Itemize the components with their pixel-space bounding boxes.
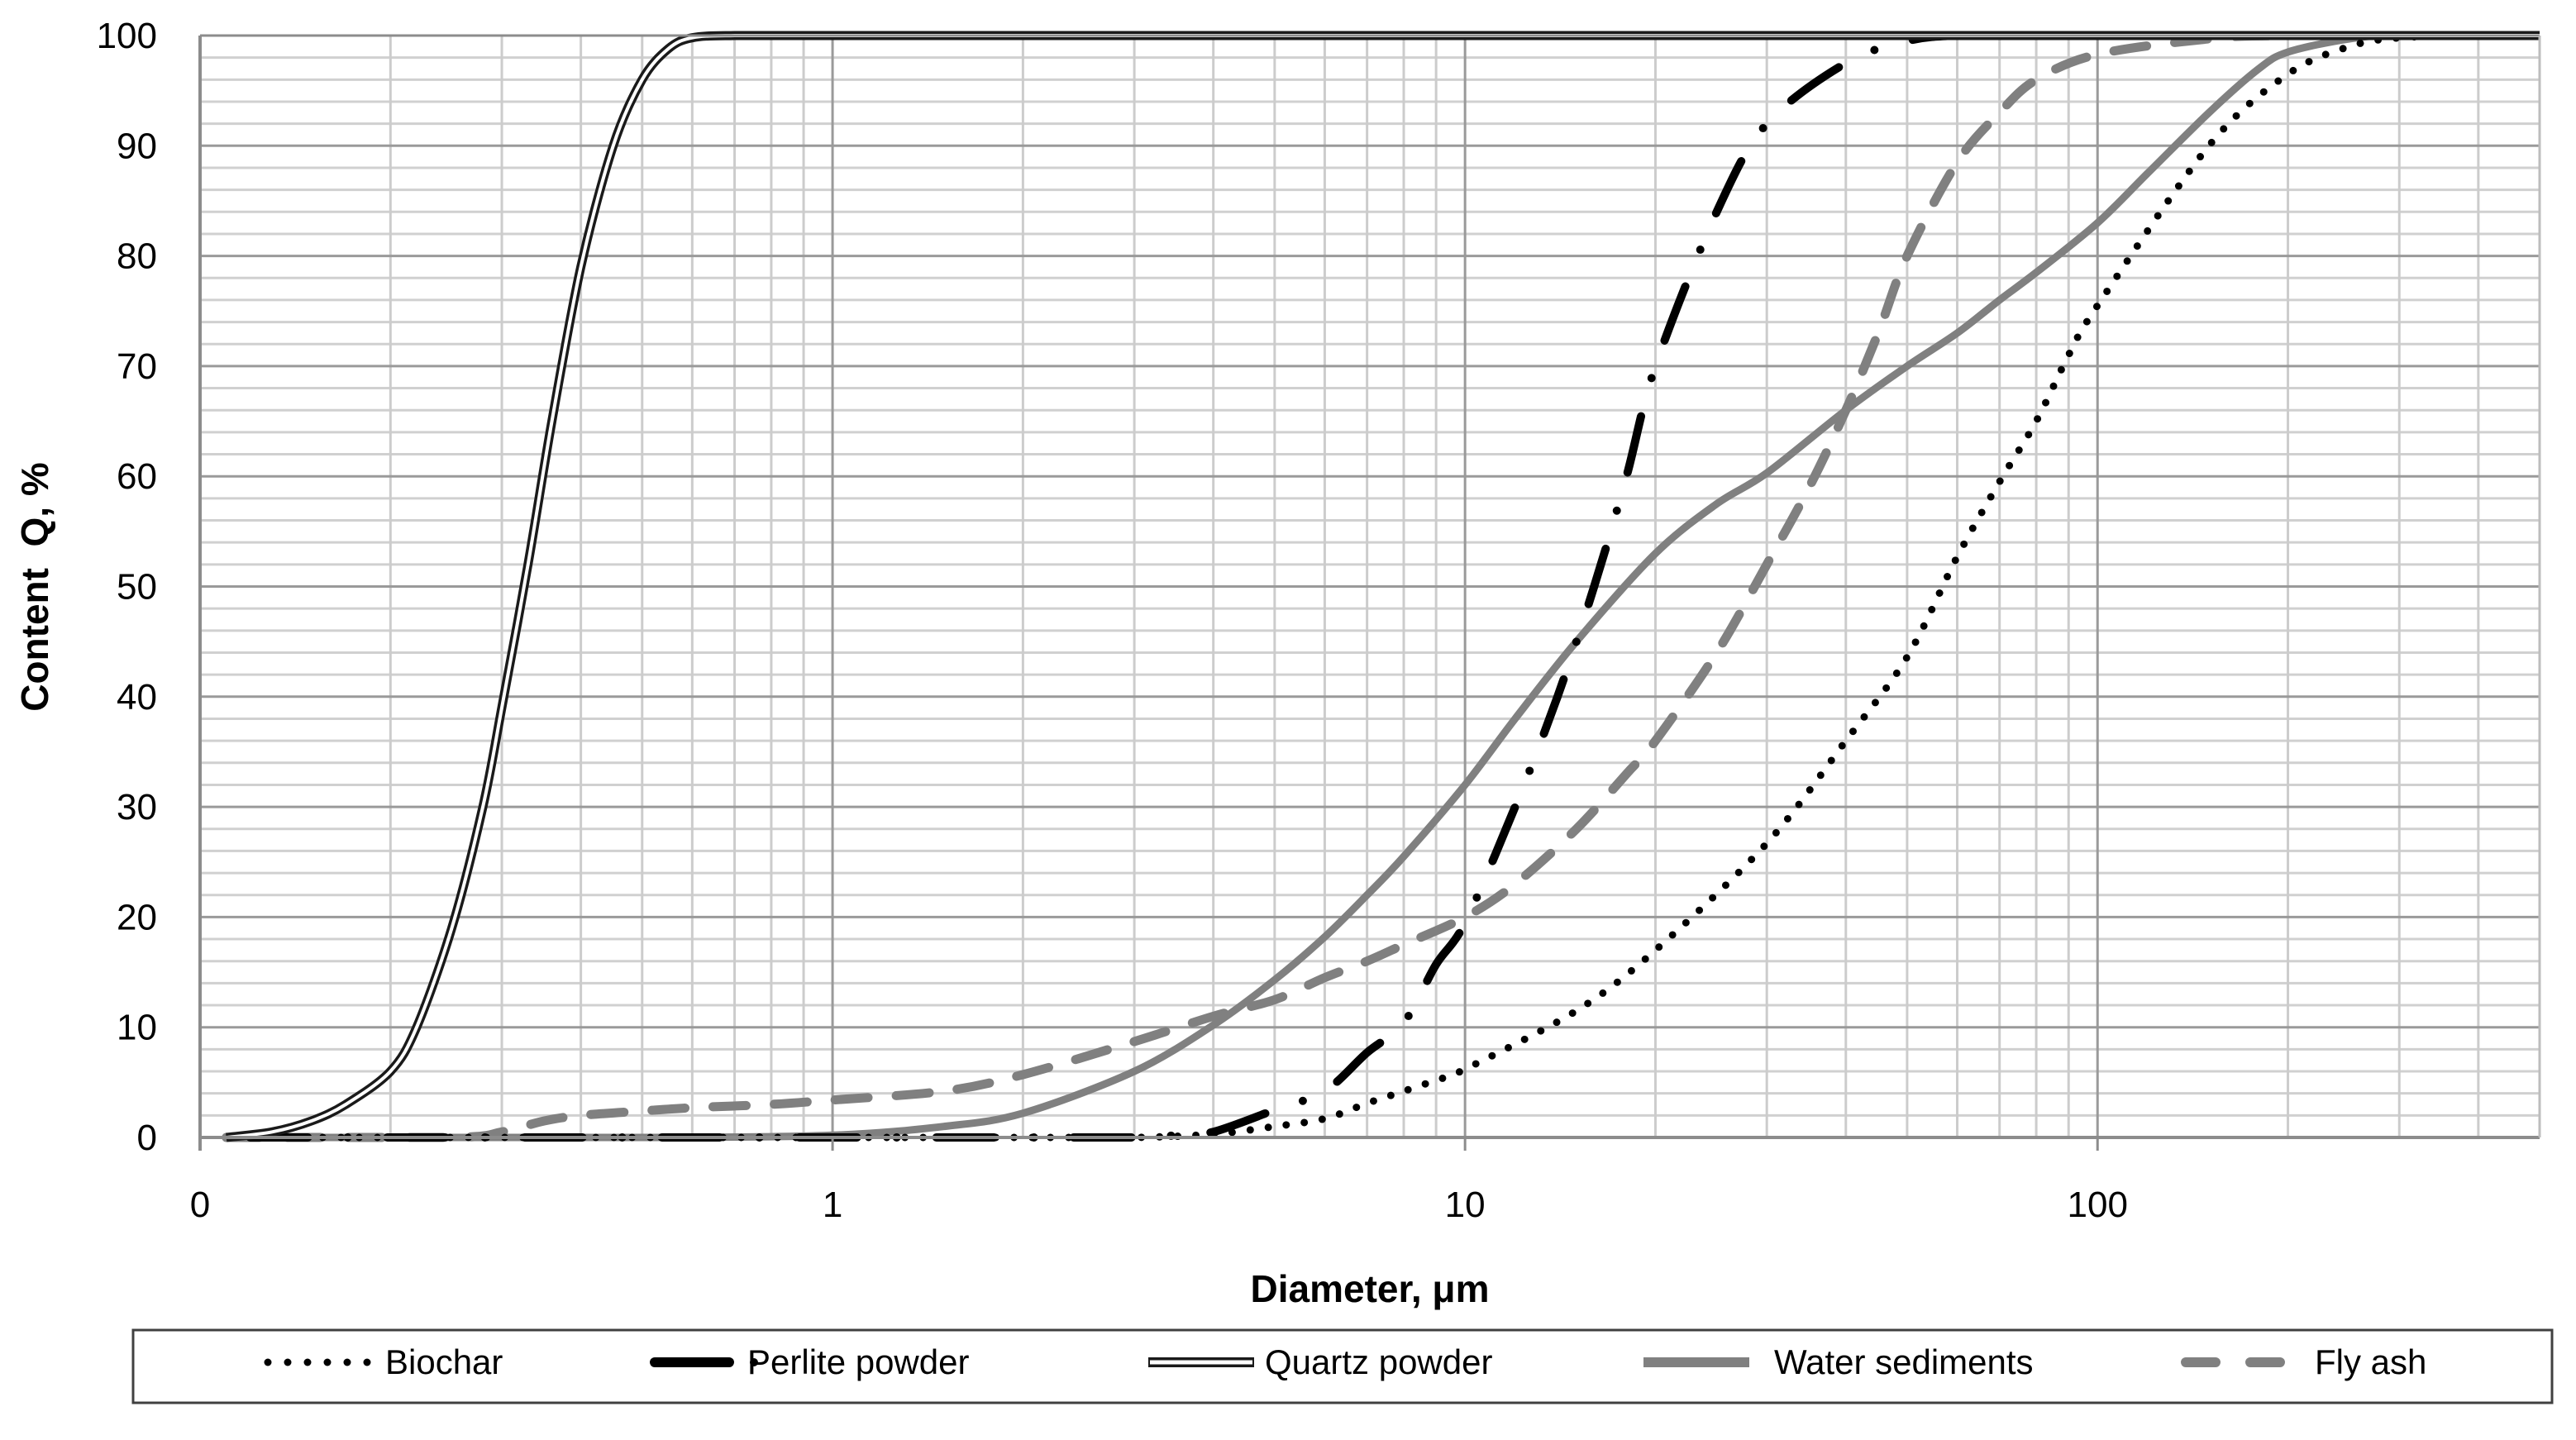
series-biochar [246,31,2544,1142]
y-axis-title: Content Q, % [13,462,56,712]
y-tick-label: 60 [117,456,157,497]
x-tick-label: 100 [2068,1185,2128,1225]
legend-label: Perlite powder [747,1342,969,1381]
x-axis-tick-labels: 0 1 10 100 [190,1185,2128,1225]
legend-item-biochar: Biochar [264,1342,503,1381]
legend-swatch-icon [264,1358,371,1366]
legend-item-water-sediments: Water sediments [1643,1342,2034,1381]
x-axis-title: Diameter, μm [1251,1267,1490,1310]
legend-items: Biochar Perlite powder Quartz powder Water … [264,1342,2426,1381]
y-tick-label: 70 [117,346,157,387]
x-tick-label: 10 [1445,1185,1486,1225]
series-fly-ash [222,31,2545,1142]
legend-label: Biochar [385,1342,503,1381]
y-axis-tick-labels: 0 10 20 30 40 50 60 70 80 90 100 [97,16,157,1158]
legend-item-fly-ash: Fly ash [2181,1342,2426,1381]
x-tick-label: 0 [190,1185,210,1225]
major-gridlines [198,34,2540,1139]
legend-swatch-icon [650,1357,758,1367]
y-tick-label: 30 [117,787,157,827]
y-tick-label: 20 [117,897,157,937]
y-tick-label: 50 [117,567,157,608]
y-tick-label: 90 [117,126,157,166]
y-tick-label: 100 [97,16,157,56]
minor-gridlines [200,36,2541,1137]
legend-label: Quartz powder [1265,1342,1492,1381]
axes [198,34,2541,1151]
legend-item-perlite-powder: Perlite powder [650,1342,969,1381]
x-tick-label: 1 [823,1185,842,1225]
legend-label: Water sediments [1774,1342,2034,1381]
legend-item-quartz-powder: Quartz powder [1148,1342,1492,1381]
series-water-sediments [226,31,2540,1142]
y-tick-label: 80 [117,236,157,277]
y-tick-label: 40 [117,677,157,718]
y-tick-label: 0 [137,1118,157,1158]
y-tick-label: 10 [117,1008,157,1048]
legend: Biochar Perlite powder Quartz powder Water … [131,1328,2554,1404]
legend-box [131,1328,2554,1404]
legend-label: Fly ash [2315,1342,2426,1381]
